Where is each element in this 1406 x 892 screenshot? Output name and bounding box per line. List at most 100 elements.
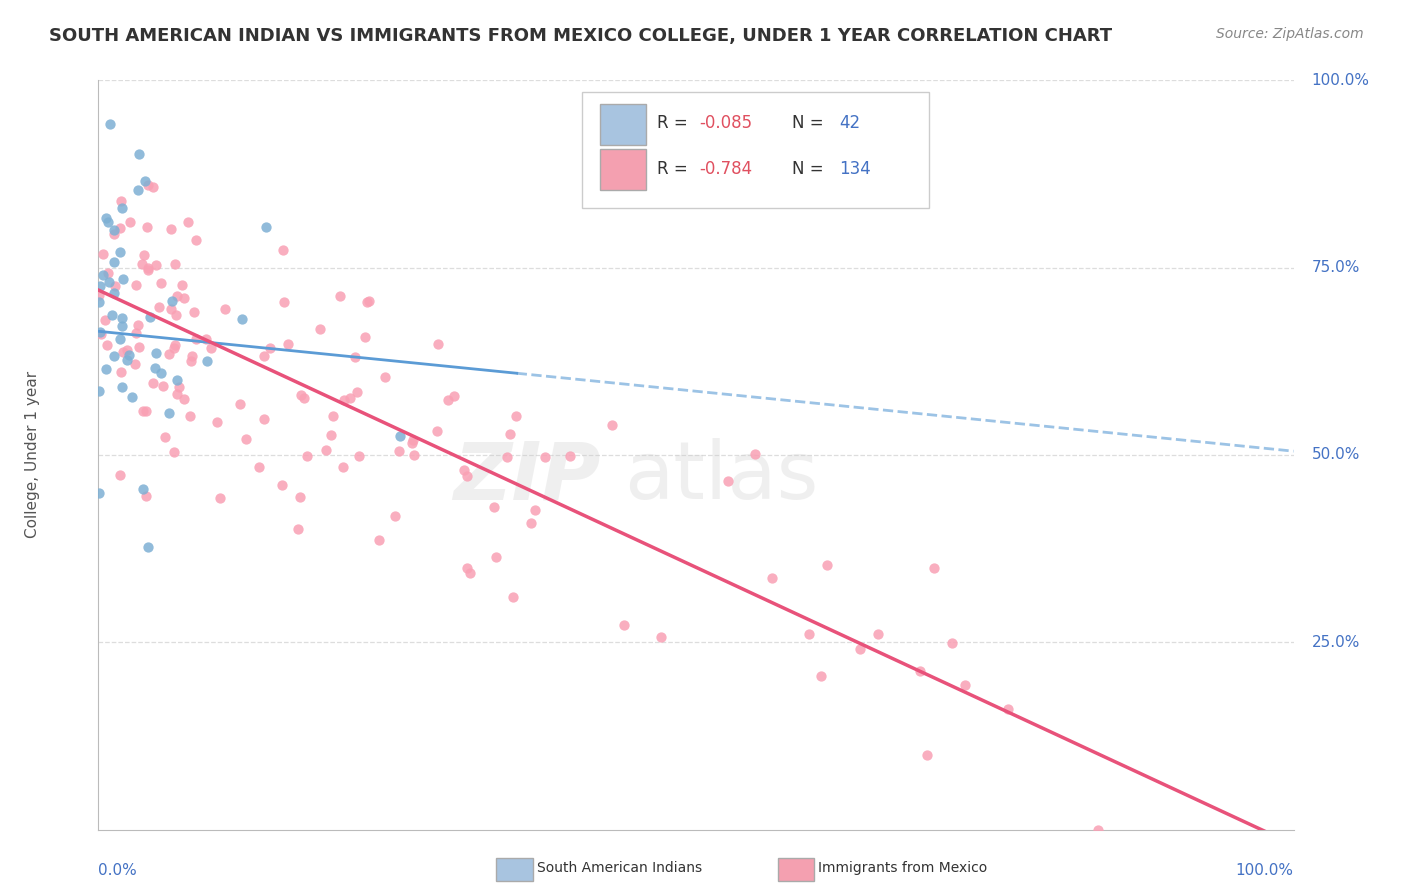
Point [179, 409, 201, 423]
Point [134, 174, 156, 188]
Point [152, 378, 174, 392]
Point [134, 247, 156, 261]
Point [499, 427, 522, 442]
Point [103, 227, 125, 241]
Point [815, 558, 838, 572]
Point [131, 403, 153, 417]
Point [104, 278, 127, 293]
Point [89, 384, 111, 399]
Point [456, 469, 478, 483]
Point [195, 332, 218, 346]
Point [271, 243, 294, 257]
Point [163, 445, 186, 459]
Point [110, 194, 132, 209]
Point [101, 308, 124, 322]
Point [374, 369, 396, 384]
Point [356, 295, 378, 310]
Point [112, 344, 135, 359]
Text: 0.0%: 0.0% [98, 863, 138, 879]
Point [505, 409, 527, 424]
Point [290, 388, 312, 402]
Point [186, 233, 208, 247]
Point [181, 349, 204, 363]
Point [93, 313, 115, 327]
Point [458, 566, 481, 580]
Point [142, 179, 165, 194]
Point [404, 448, 426, 462]
Point [277, 336, 299, 351]
Point [343, 350, 366, 364]
Point [111, 202, 134, 216]
Point [111, 272, 134, 286]
Point [388, 428, 411, 442]
Point [259, 342, 281, 356]
Point [97, 266, 120, 280]
Text: 75.0%: 75.0% [1312, 260, 1360, 275]
Point [138, 310, 160, 325]
Text: N =: N = [792, 160, 828, 178]
Point [270, 477, 292, 491]
Point [115, 343, 138, 357]
Text: R =: R = [657, 114, 693, 132]
Point [922, 561, 945, 575]
FancyBboxPatch shape [582, 92, 929, 208]
Point [339, 391, 361, 405]
Point [94, 211, 117, 226]
Point [253, 411, 276, 425]
Point [165, 337, 187, 351]
Point [136, 178, 159, 193]
Point [136, 220, 159, 235]
Point [453, 463, 475, 477]
Point [166, 373, 188, 387]
Point [332, 392, 354, 407]
Point [322, 409, 344, 424]
Text: 25.0%: 25.0% [1312, 635, 1360, 649]
Point [166, 289, 188, 303]
Point [103, 286, 125, 301]
Point [177, 214, 200, 228]
Text: ZIP: ZIP [453, 438, 600, 516]
Point [110, 467, 132, 482]
Point [744, 447, 766, 461]
Text: N =: N = [792, 114, 828, 132]
Point [401, 435, 423, 450]
Point [148, 300, 170, 314]
Point [173, 392, 195, 407]
Point [309, 322, 332, 336]
Point [87, 287, 110, 301]
Point [136, 260, 159, 275]
Text: SOUTH AMERICAN INDIAN VS IMMIGRANTS FROM MEXICO COLLEGE, UNDER 1 YEAR CORRELATIO: SOUTH AMERICAN INDIAN VS IMMIGRANTS FROM… [49, 27, 1112, 45]
Point [111, 318, 134, 333]
Text: -0.784: -0.784 [700, 160, 752, 178]
Point [235, 432, 257, 446]
Point [111, 380, 134, 394]
Text: Immigrants from Mexico: Immigrants from Mexico [818, 861, 987, 875]
Text: 134: 134 [839, 160, 872, 178]
Point [231, 312, 253, 326]
Point [849, 642, 872, 657]
Point [110, 365, 132, 379]
Point [145, 346, 167, 360]
Point [388, 444, 411, 458]
Point [90, 327, 112, 342]
Point [955, 678, 977, 692]
Point [197, 353, 219, 368]
Point [160, 293, 183, 308]
Point [229, 397, 252, 411]
Point [368, 533, 391, 548]
Point [125, 278, 148, 293]
Point [111, 310, 134, 325]
Point [167, 380, 190, 394]
Point [200, 342, 222, 356]
Point [908, 664, 931, 678]
Point [357, 294, 380, 309]
Point [456, 560, 478, 574]
Point [186, 332, 208, 346]
Point [157, 347, 180, 361]
Point [98, 276, 121, 290]
Text: 100.0%: 100.0% [1312, 73, 1369, 87]
Point [295, 449, 318, 463]
Point [254, 219, 277, 234]
Point [166, 386, 188, 401]
Point [443, 388, 465, 402]
